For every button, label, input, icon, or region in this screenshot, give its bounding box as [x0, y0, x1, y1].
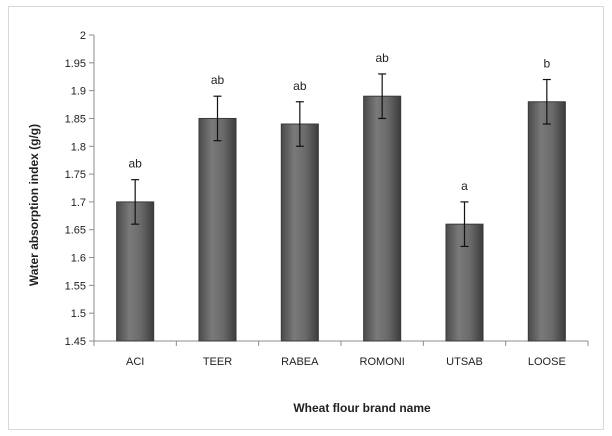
y-tick-label: 1.85 [65, 113, 86, 125]
y-tick-label: 1.5 [71, 308, 86, 320]
bar-loose [527, 101, 566, 342]
y-axis-title: Water absorption index (g/g) [27, 124, 41, 286]
x-tick-label: LOOSE [528, 356, 566, 368]
y-tick-label: 1.55 [65, 280, 86, 292]
y-tick-label: 1.95 [65, 58, 86, 70]
x-axis-title: Wheat flour brand name [293, 401, 431, 415]
significance-label: ab [128, 157, 142, 171]
x-tick-label: ROMONI [360, 356, 405, 368]
significance-label: ab [293, 79, 307, 93]
x-tick-label: TEER [203, 356, 232, 368]
y-tick-label: 1.9 [71, 86, 86, 98]
y-tick-label: 1.75 [65, 169, 86, 181]
bar-aci [116, 201, 155, 342]
significance-label: ab [375, 51, 389, 65]
y-tick-label: 1.45 [65, 336, 86, 348]
y-tick-label: 1.8 [71, 141, 86, 153]
significance-label: a [461, 179, 468, 193]
y-axis: 1.45 1.5 1.55 1.6 1.65 1.7 1.75 1.8 1.85 1.9 1.95 2 [65, 30, 95, 348]
bar-teer [198, 117, 237, 342]
x-tick-label: ACI [126, 356, 144, 368]
y-tick-label: 1.6 [71, 253, 86, 265]
y-tick-label: 1.65 [65, 225, 86, 237]
y-tick-label: 1.7 [71, 197, 86, 209]
x-tick-label: UTSAB [446, 356, 483, 368]
significance-label: b [543, 57, 550, 71]
x-axis: ACI TEER RABEA ROMONI UTSAB LOOSE [93, 340, 589, 368]
y-tick-label: 2 [80, 30, 86, 42]
significance-label: ab [211, 73, 225, 87]
bar-rabea [280, 123, 319, 342]
x-tick-label: RABEA [281, 356, 319, 368]
bar-romoni [363, 95, 402, 342]
